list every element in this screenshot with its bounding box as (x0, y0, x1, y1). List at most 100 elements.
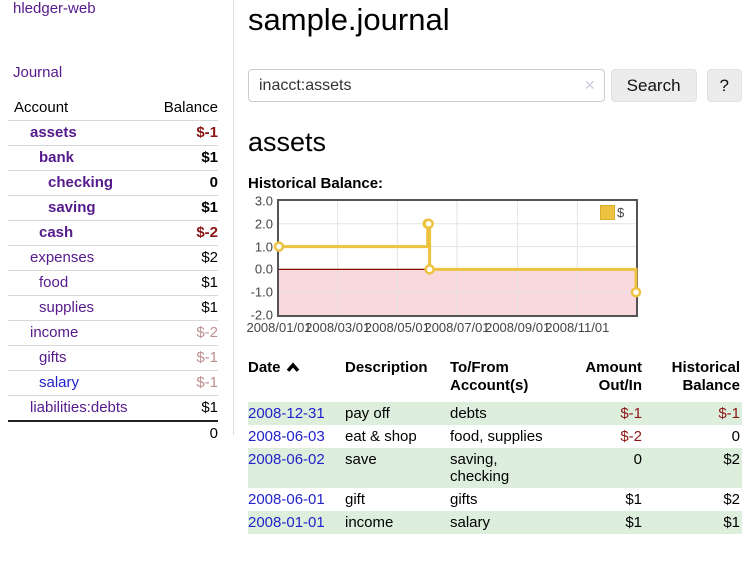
accounts-column-header: To/From Account(s) (450, 359, 529, 394)
account-link[interactable]: checking (48, 174, 114, 191)
date-column-header[interactable]: Date (248, 357, 345, 402)
x-tick-label: 2008/03/01 (305, 320, 371, 335)
x-tick-label: 2008/05/01 (364, 320, 430, 335)
account-link[interactable]: income (30, 324, 79, 341)
x-tick-label: 2008/09/01 (485, 320, 551, 335)
account-balance: $1 (201, 149, 218, 166)
transaction-row: 2008-06-01 gift gifts $1 $2 (248, 488, 742, 511)
transaction-date-link[interactable]: 2008-01-01 (248, 514, 325, 531)
x-tick-label: 2008/01/01 (246, 320, 312, 335)
account-row: salary $-1 (8, 370, 218, 396)
accounts-table: Account Balance assets $-1 bank $1 check… (8, 96, 218, 446)
account-balance: $-1 (196, 374, 218, 391)
sidebar-item-journal[interactable]: Journal (13, 64, 63, 81)
clear-search-icon[interactable]: ✕ (583, 77, 596, 93)
transaction-amount: 0 (633, 451, 642, 468)
legend-swatch-icon (600, 205, 615, 220)
transaction-description: save (345, 451, 377, 468)
transaction-balance: 0 (731, 428, 740, 445)
account-row: saving $1 (8, 195, 218, 221)
register-table: Date Description To/From Account(s) Amou… (248, 357, 742, 534)
account-link[interactable]: liabilities:debts (30, 399, 128, 416)
accounts-table-body: assets $-1 bank $1 checking 0 saving $1 … (8, 120, 218, 422)
y-tick-label: 1.0 (254, 239, 273, 255)
transaction-accounts: gifts (450, 491, 478, 508)
x-tick-label: 2008/11/01 (545, 320, 610, 335)
transaction-amount: $1 (625, 491, 642, 508)
sort-ascending-icon (286, 360, 300, 378)
account-link[interactable]: food (39, 274, 69, 291)
account-row: assets $-1 (8, 120, 218, 146)
transaction-accounts: salary (450, 514, 491, 531)
account-balance: $-1 (196, 124, 218, 141)
transaction-accounts: food, supplies (450, 428, 543, 445)
account-row: supplies $1 (8, 295, 218, 321)
legend-label: $ (617, 205, 625, 220)
balance-column-header: Balance (163, 99, 218, 116)
sidebar: hledger-web Journal Account Balance asse… (0, 0, 233, 446)
y-tick-label: -2.0 (250, 307, 273, 323)
account-balance: $1 (201, 274, 218, 291)
transaction-balance: $1 (723, 514, 740, 531)
chart-legend: $ (599, 205, 626, 220)
accounts-table-header: Account Balance (8, 96, 218, 121)
page-title: sample.journal (248, 2, 450, 37)
account-row: cash $-2 (8, 220, 218, 246)
account-balance: $1 (201, 399, 218, 416)
main-content: sample.journal ✕ Search ? assets Histori… (246, 0, 742, 534)
account-link[interactable]: cash (39, 224, 74, 241)
search-input[interactable] (248, 69, 605, 102)
transaction-date-link[interactable]: 2008-06-01 (248, 491, 325, 508)
account-link[interactable]: expenses (30, 249, 95, 266)
sidebar-divider (233, 0, 234, 435)
chart-canvas (273, 201, 642, 315)
transaction-description: pay off (345, 405, 390, 422)
account-row: expenses $2 (8, 245, 218, 271)
transaction-accounts: saving, checking (450, 451, 510, 485)
transaction-date-link[interactable]: 2008-06-03 (248, 428, 325, 445)
account-balance: $1 (201, 299, 218, 316)
transaction-row: 2008-06-03 eat & shop food, supplies $-2… (248, 425, 742, 448)
register-table-body: 2008-12-31 pay off debts $-1 $-1 2008-06… (248, 402, 742, 534)
account-row: gifts $-1 (8, 345, 218, 371)
account-row: bank $1 (8, 145, 218, 171)
register-table-header: Date Description To/From Account(s) Amou… (248, 357, 742, 402)
transaction-balance: $2 (723, 451, 740, 468)
account-link[interactable]: salary (39, 374, 80, 391)
accounts-total-row: 0 (8, 421, 218, 446)
search-button[interactable]: Search (610, 69, 697, 102)
search-help-button[interactable]: ? (706, 69, 742, 102)
app-brand-link[interactable]: hledger-web (13, 0, 96, 17)
account-row: food $1 (8, 270, 218, 296)
chart-plot-area (273, 199, 642, 317)
account-link[interactable]: assets (30, 124, 77, 141)
transaction-amount: $1 (625, 514, 642, 531)
x-tick-label: 2008/07/01 (424, 320, 490, 335)
chart-heading: Historical Balance: (248, 175, 384, 192)
account-row: income $-2 (8, 320, 218, 346)
account-link[interactable]: supplies (39, 299, 95, 316)
description-column-header: Description (345, 359, 428, 376)
account-link[interactable]: saving (48, 199, 96, 216)
transaction-row: 2008-06-02 save saving, checking 0 $2 (248, 448, 742, 488)
transaction-description: gift (345, 491, 366, 508)
account-balance: $-2 (196, 324, 218, 341)
account-link[interactable]: bank (39, 149, 75, 166)
y-tick-label: 3.0 (254, 193, 273, 209)
account-row: liabilities:debts $1 (8, 395, 218, 422)
account-balance: 0 (209, 174, 218, 191)
y-tick-label: 2.0 (254, 216, 273, 232)
historical-balance-chart: 3.0 2.0 1.0 0.0 -1.0 -2.0 2008/01/01 2008/03/0… (246, 193, 742, 336)
account-balance: $1 (201, 199, 218, 216)
transaction-row: 2008-12-31 pay off debts $-1 $-1 (248, 402, 742, 425)
account-column-header: Account (14, 99, 69, 116)
transaction-date-link[interactable]: 2008-06-02 (248, 451, 325, 468)
transaction-balance: $-1 (718, 405, 740, 422)
transaction-date-link[interactable]: 2008-12-31 (248, 405, 325, 422)
transaction-accounts: debts (450, 405, 487, 422)
account-link[interactable]: gifts (39, 349, 67, 366)
account-balance: $2 (201, 249, 218, 266)
transaction-description: income (345, 514, 394, 531)
y-tick-label: 0.0 (254, 261, 273, 277)
search-bar: ✕ Search ? (248, 69, 742, 102)
